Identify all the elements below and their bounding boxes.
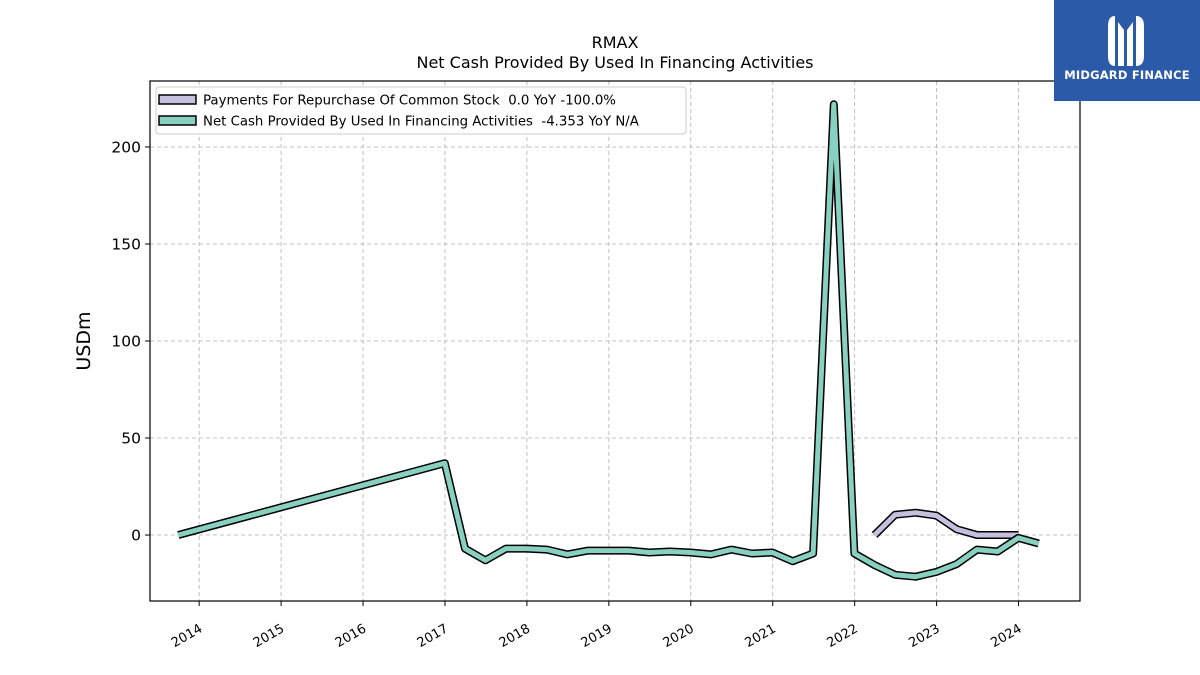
x-tick-label: 2021 [743, 621, 779, 651]
y-tick-label: 0 [131, 527, 141, 545]
x-tick-label: 2018 [497, 621, 533, 651]
x-tick-label: 2017 [415, 621, 451, 651]
logo-mark-icon [1108, 16, 1144, 66]
series-line-0 [872, 510, 1019, 538]
x-tick-label: 2014 [169, 621, 205, 651]
y-tick-label: 100 [111, 333, 141, 351]
series-layer [177, 100, 1040, 581]
x-tick-label: 2020 [661, 621, 697, 651]
x-tick-label: 2016 [333, 621, 369, 651]
brand-logo: MIDGARD FINANCE [1054, 0, 1200, 101]
chart-title: RMAX [591, 33, 639, 52]
grid [150, 81, 1080, 601]
x-tick-label: 2023 [906, 621, 942, 651]
y-tick-label: 150 [111, 235, 141, 253]
legend-label-net-cash: Net Cash Provided By Used In Financing A… [203, 115, 639, 130]
legend-box [155, 86, 687, 135]
y-axis-label: USDm [73, 311, 95, 370]
x-tick-label: 2022 [825, 621, 861, 651]
chart-subtitle: Net Cash Provided By Used In Financing A… [416, 53, 814, 72]
legend-swatch-net-cash [158, 115, 197, 126]
y-tick-label: 50 [121, 430, 141, 448]
legend: Payments For Repurchase Of Common Stock … [155, 86, 687, 135]
series-line-1 [177, 101, 1040, 580]
logo-text: MIDGARD FINANCE [1064, 68, 1190, 82]
x-tick-label: 2015 [251, 621, 287, 651]
legend-swatch-repurchase [158, 94, 197, 105]
x-tick-label: 2024 [988, 621, 1024, 651]
x-tick-label: 2019 [579, 621, 615, 651]
legend-label-repurchase: Payments For Repurchase Of Common Stock … [203, 94, 616, 109]
y-tick-label: 200 [111, 138, 141, 156]
